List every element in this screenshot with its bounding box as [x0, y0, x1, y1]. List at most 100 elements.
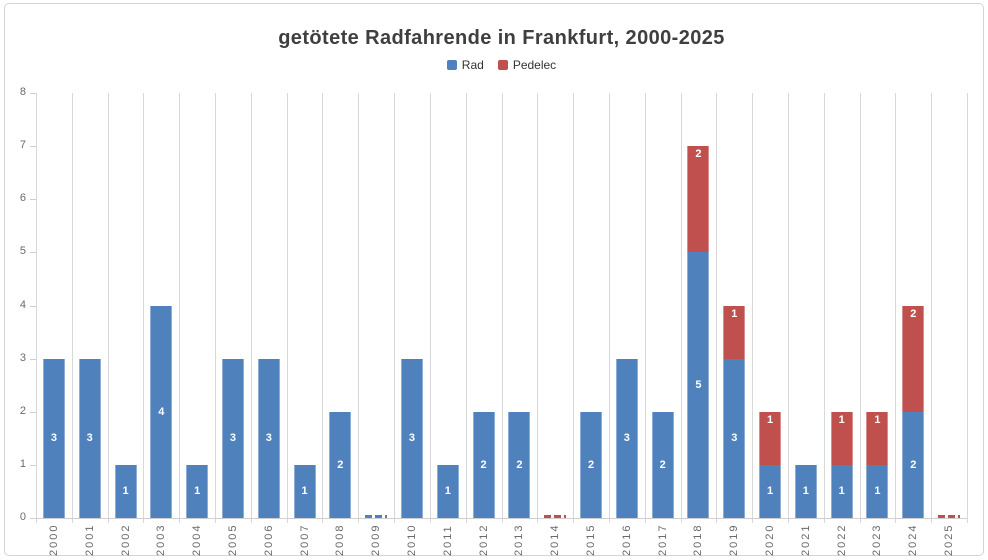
bar-value-label: 2: [587, 458, 595, 471]
gridline: [644, 93, 646, 523]
x-axis-label: 2021: [799, 523, 812, 556]
bar-segment-pedelec: 1: [830, 411, 853, 465]
x-axis-label: 2015: [585, 523, 598, 556]
bar-value-label: 5: [695, 379, 702, 392]
x-axis-label: 2002: [119, 523, 132, 556]
bar-value-label: 1: [766, 485, 774, 498]
x-axis-label: 2018: [692, 523, 705, 556]
zero-value-sliver: [544, 515, 567, 518]
x-axis-line: [36, 518, 967, 519]
gridline: [107, 93, 109, 523]
bar-segment-pedelec: 2: [902, 305, 925, 412]
gridline: [36, 93, 37, 523]
bar-value-label: 2: [516, 458, 523, 471]
bar-segment-rad: 3: [400, 358, 423, 518]
y-axis-label: 0: [19, 511, 26, 523]
bar-segment-rad: 3: [78, 358, 101, 518]
gridline: [823, 93, 825, 523]
legend-item-rad[interactable]: Rad: [446, 58, 484, 72]
x-axis-label: 2012: [477, 523, 490, 556]
bar-value-label: 3: [731, 432, 738, 445]
y-axis-label: 6: [19, 192, 26, 205]
y-axis-tick: [30, 146, 36, 148]
gridline: [716, 93, 718, 523]
gridline: [608, 93, 610, 523]
bar-segment-rad: 1: [759, 464, 782, 518]
bar-segment-rad: 1: [114, 464, 137, 518]
y-axis-label: 3: [19, 351, 26, 364]
x-axis-label: 2006: [262, 523, 275, 556]
gridline: [680, 93, 682, 523]
bar-value-label: 2: [337, 458, 344, 471]
bar-value-label: 3: [408, 432, 416, 445]
bar-value-label: 1: [838, 413, 845, 426]
bar-segment-rad: 1: [830, 464, 853, 518]
bar-segment-rad: 1: [794, 464, 817, 518]
bar-segment-rad: 2: [651, 411, 674, 519]
bar-segment-rad: 3: [615, 358, 638, 518]
x-axis-label: 2013: [513, 523, 526, 556]
x-axis-label: 2001: [83, 523, 96, 556]
y-axis-tick: [30, 199, 36, 201]
zero-value-sliver: [365, 515, 388, 518]
x-axis-label: 2000: [47, 523, 60, 556]
bar-segment-pedelec: 1: [723, 305, 746, 359]
y-axis-tick: [30, 305, 36, 307]
gridline: [752, 93, 754, 523]
gridline: [286, 93, 288, 523]
gridline: [501, 93, 503, 523]
bar-value-label: 1: [838, 485, 845, 498]
bar-value-label: 2: [480, 458, 487, 471]
x-axis-label: 2004: [191, 523, 204, 556]
bar-segment-rad: 2: [902, 411, 925, 519]
x-axis-label: 2008: [334, 523, 347, 556]
legend-label: Rad: [461, 58, 484, 72]
bar-value-label: 1: [731, 307, 738, 320]
bar-segment-rad: 2: [580, 411, 603, 519]
gridline: [537, 93, 539, 523]
bar-value-label: 2: [695, 148, 702, 161]
bar-value-label: 1: [874, 485, 881, 498]
x-axis-label: 2009: [370, 523, 383, 556]
y-axis-label: 1: [19, 457, 26, 470]
x-axis-label: 2019: [728, 523, 741, 556]
y-axis-label: 7: [19, 139, 26, 152]
bar-segment-rad: 4: [150, 305, 173, 518]
y-axis-label: 8: [19, 86, 26, 98]
x-axis-label: 2020: [764, 523, 777, 556]
bar-value-label: 1: [766, 413, 774, 426]
bar-segment-rad: 3: [221, 358, 244, 518]
bar-value-label: 3: [623, 432, 630, 445]
bar-segment-rad: 2: [508, 411, 531, 519]
y-axis-tick: [30, 411, 36, 413]
gridline: [394, 93, 396, 523]
gridline: [215, 93, 217, 523]
legend-swatch-pedelec-icon: [497, 60, 508, 70]
legend-item-pedelec[interactable]: Pedelec: [497, 58, 556, 72]
x-axis-label: 2016: [620, 523, 633, 556]
bar-value-label: 1: [301, 485, 308, 498]
x-axis-label: 2010: [405, 523, 418, 556]
gridline: [179, 93, 181, 523]
gridline: [429, 93, 431, 523]
bar-segment-rad: 2: [329, 411, 352, 519]
bar-value-label: 1: [802, 485, 809, 498]
bar-value-label: 3: [265, 432, 272, 445]
bar-value-label: 2: [910, 307, 917, 320]
bar-segment-rad: 1: [293, 464, 316, 518]
bar-value-label: 2: [659, 458, 666, 471]
bar-value-label: 1: [444, 485, 451, 498]
x-axis-label: 2003: [155, 523, 168, 556]
gridline: [787, 93, 789, 523]
bar-value-label: 1: [122, 485, 129, 498]
gridline: [71, 93, 73, 523]
bar-value-label: 4: [158, 405, 165, 418]
gridline: [573, 93, 575, 523]
bar-segment-rad: 1: [436, 464, 459, 518]
gridline: [895, 93, 897, 523]
bar-segment-rad: 3: [723, 358, 746, 518]
gridline: [250, 93, 252, 523]
bar-segment-pedelec: 1: [759, 411, 782, 465]
bar-segment-rad: 5: [687, 252, 710, 518]
